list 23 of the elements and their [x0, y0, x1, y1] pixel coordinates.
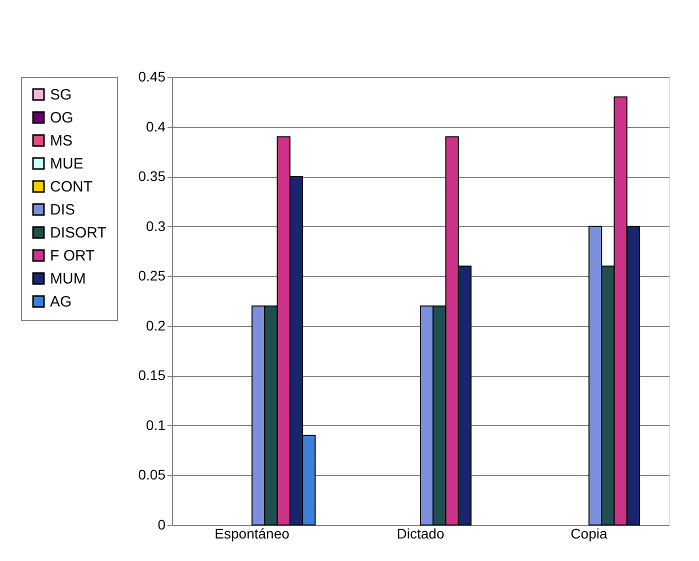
y-tick-label: 0.45: [138, 68, 166, 84]
legend-label: F ORT: [50, 248, 95, 264]
legend-label: DIS: [50, 202, 76, 218]
y-tick-label: 0.2: [146, 317, 166, 334]
y-tick-label: 0.35: [138, 168, 166, 184]
y-tick-label: 0.15: [138, 367, 166, 384]
legend-label: OG: [50, 110, 74, 126]
y-tick-label: 0.3: [146, 218, 166, 234]
x-tick-label: Copia: [570, 526, 608, 542]
legend-label: MUM: [50, 270, 86, 288]
x-tick-label: Dictado: [396, 526, 444, 542]
legend-label: AG: [50, 294, 72, 310]
y-tick-label: 0: [158, 516, 166, 532]
y-tick-label: 0.25: [138, 268, 166, 284]
legend-label: CONT: [50, 178, 92, 196]
y-tick-label: 0.05: [138, 466, 166, 483]
legend-label: MUE: [50, 156, 84, 172]
legend-label: DISORT: [50, 224, 106, 242]
y-tick-label: 0.1: [146, 416, 166, 433]
legend-label: MS: [50, 132, 72, 150]
x-tick-label: Espontáneo: [214, 526, 290, 542]
legend-label: SG: [50, 86, 72, 104]
y-tick-label: 0.4: [146, 118, 166, 134]
